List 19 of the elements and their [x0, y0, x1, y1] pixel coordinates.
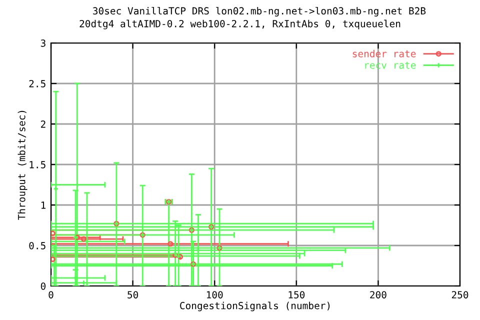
y-tick-label: 2.5	[29, 80, 46, 88]
x-axis-title: CongestionSignals (number)	[180, 302, 330, 312]
x-tick-label: 100	[206, 291, 223, 298]
x-tick-label: 150	[288, 291, 305, 298]
x-tick-label: 250	[452, 291, 468, 298]
x-tick-label: 50	[128, 291, 138, 298]
y-tick-label: 1.5	[30, 161, 46, 168]
chart-subtitle: 20dtg4 altAIMD-0.2 web100-2.2.1, RxIntAbs 0, txqueuelen	[80, 20, 400, 30]
legend-label: recv rate	[365, 62, 416, 69]
x-tick-label: 0	[48, 291, 54, 298]
legend-label: sender rate	[352, 50, 416, 58]
y-axis-title: Throuput (mbit/sec)	[18, 110, 28, 220]
y-tick-label: 2	[41, 120, 46, 128]
x-tick-label: 200	[370, 291, 386, 298]
y-tick-label: 3	[40, 40, 46, 47]
chart-title: 30sec VanillaTCP DRS lon02.mb-ng.net->lon03.mb-ng.net B2B	[93, 6, 426, 16]
y-tick-label: 0	[40, 282, 46, 290]
y-tick-label: 1	[41, 202, 46, 209]
y-tick-label: 0.5	[29, 242, 46, 250]
